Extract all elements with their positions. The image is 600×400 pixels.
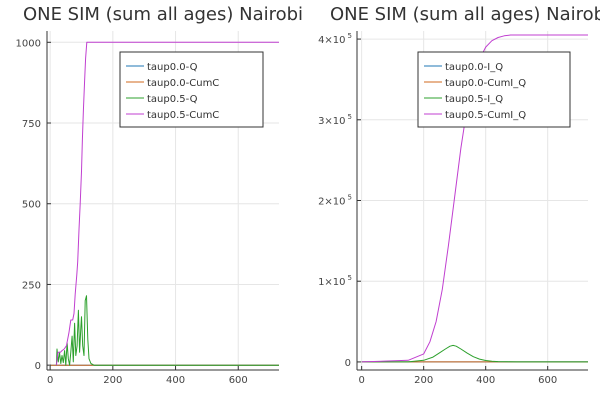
y-tick-label: 3×10 5 [318, 113, 352, 127]
x-tick-label: 200 [414, 375, 433, 386]
legend-entry: taup0.0-CumC [147, 78, 219, 89]
y-tick-label: 750 [22, 119, 41, 130]
x-tick-label: 0 [47, 375, 53, 386]
y-tick-label: 500 [22, 200, 41, 211]
legend: taup0.0-I_Q taup0.0-CumI_Q taup0.5-I_Qtaup… [417, 51, 571, 128]
x-tick-label: 400 [166, 375, 185, 386]
subplot-cumulative-infected-quarantined: ONE SIM (sum all ages) Nairobi 0 200 400 60… [318, 4, 600, 386]
series-line-taup0.5-I_Q [361, 344, 588, 363]
legend-box [417, 51, 571, 128]
y-tick-label: 1000 [16, 38, 41, 49]
axes [356, 31, 588, 371]
y-tick-label: 1×10 5 [318, 274, 352, 288]
series-lines [50, 41, 279, 366]
subplot-title: ONE SIM (sum all ages) Nairobi [330, 4, 600, 25]
tick-labels: 0 200 400 600 0 1×10 5 2×10 5 3×10 5 4×10 5 [318, 32, 557, 386]
x-tick-label: 600 [229, 375, 248, 386]
x-tick-label: 600 [538, 375, 557, 386]
x-tick-label: 0 [358, 375, 364, 386]
legend-entry: taup0.0-I_Q [445, 62, 503, 73]
series-line-taup0.5-Q [55, 295, 279, 366]
x-tick-label: 200 [103, 375, 122, 386]
x-tick-label: 400 [476, 375, 495, 386]
legend-entry: taup0.5-CumC [147, 110, 219, 121]
y-tick-label: 0 [345, 358, 351, 369]
legend-entry: taup0.0-CumI_Q [445, 78, 526, 89]
y-tick-label: 0 [35, 361, 41, 372]
subplot-title: ONE SIM (sum all ages) Nairobi [23, 4, 303, 25]
legend-entry: taup0.5-Q [147, 94, 198, 105]
legend-entry: taup0.0-Q [147, 62, 198, 73]
legend-entry: taup0.5-CumI_Q [445, 110, 526, 121]
tick-labels: 0 200 400 600 0 250 500 750 1000 [16, 38, 248, 386]
y-tick-label: 4×10 5 [318, 32, 352, 46]
series-line-taup0.5-CumC [55, 41, 279, 366]
legend-box [119, 51, 264, 128]
axes [46, 31, 279, 371]
legend-entry: taup0.5-I_Q [445, 94, 503, 105]
legend: taup0.0-Q taup0.0-CumC taup0.5-Q taup0.5-Cu… [119, 51, 264, 128]
y-tick-label: 2×10 5 [318, 194, 352, 208]
subplot-cumulative-cases: ONE SIM (sum all ages) Nairobi 0 200 400 60… [16, 4, 304, 386]
y-tick-label: 250 [22, 280, 41, 291]
